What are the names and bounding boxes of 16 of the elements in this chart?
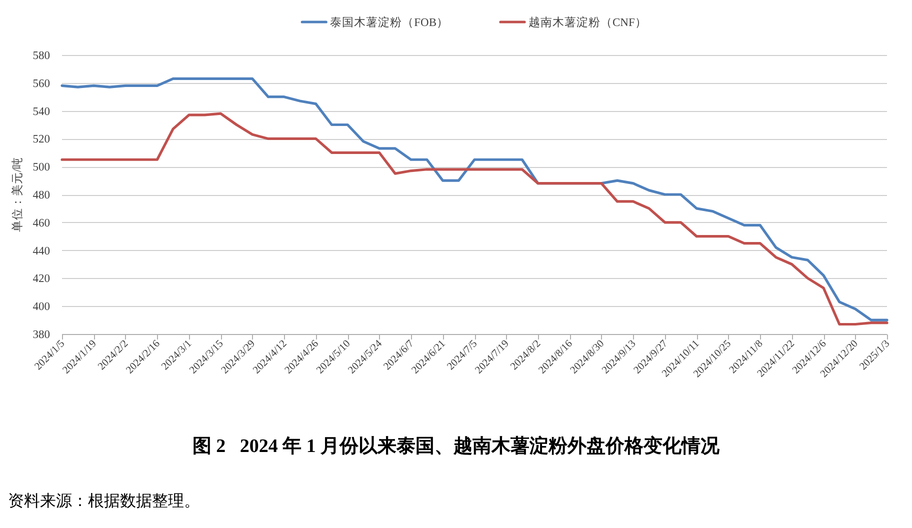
legend-label: 泰国木薯淀粉（FOB） — [330, 17, 448, 29]
y-tick-label: 520 — [32, 134, 50, 146]
y-tick-label: 380 — [32, 329, 50, 341]
y-tick-label: 500 — [32, 162, 50, 174]
y-tick-label: 420 — [32, 273, 50, 286]
y-tick-label: 560 — [32, 78, 50, 90]
y-tick-label: 580 — [32, 50, 50, 62]
y-tick-label: 540 — [32, 106, 50, 118]
ylabel: 单位：美元/吨 — [12, 156, 24, 232]
annotation: 资料来源：根据数据整理。 — [8, 493, 200, 510]
title: 图 2 2024 年 1 月份以来泰国、越南木薯淀粉外盘价格变化情况 — [192, 436, 720, 457]
y-tick-label: 460 — [32, 217, 50, 230]
y-tick-label: 440 — [32, 245, 50, 258]
legend-label: 越南木薯淀粉（CNF） — [528, 17, 647, 29]
y-tick-label: 400 — [32, 301, 50, 314]
y-tick-label: 480 — [32, 190, 50, 202]
